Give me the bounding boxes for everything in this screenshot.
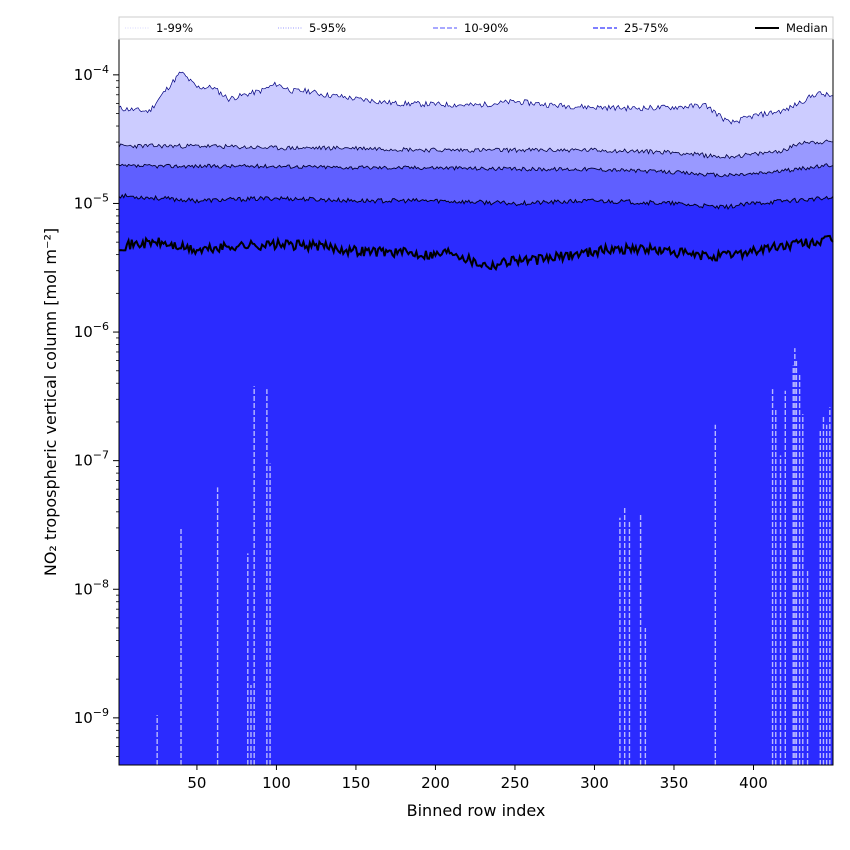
y-tick-label: 10−9 xyxy=(74,706,109,727)
percentile-lines xyxy=(118,71,834,272)
x-tick-label: 200 xyxy=(421,774,450,792)
y-tick-label: 10−5 xyxy=(74,191,109,212)
line-median xyxy=(118,234,834,272)
x-tick-label: 250 xyxy=(501,774,530,792)
line-p95 xyxy=(118,139,834,160)
x-tick-label: 300 xyxy=(580,774,609,792)
y-tick-label: 10−7 xyxy=(74,449,109,470)
x-tick-label: 400 xyxy=(739,774,768,792)
legend: 1-99% 5-95% 10-90% 25-75% Median xyxy=(118,16,834,40)
legend-label: 5-95% xyxy=(309,21,346,35)
low-percentile-dips xyxy=(156,348,831,765)
band-25-75 xyxy=(119,194,833,765)
x-tick-label: 150 xyxy=(342,774,371,792)
x-tick-label: 50 xyxy=(187,774,206,792)
legend-label: Median xyxy=(786,21,828,35)
legend-label: 25-75% xyxy=(624,21,668,35)
x-axis: 50 100 150 200 250 300 350 400 xyxy=(187,765,768,792)
legend-label: 10-90% xyxy=(464,21,508,35)
x-tick-label: 350 xyxy=(660,774,689,792)
x-tick-label: 100 xyxy=(262,774,291,792)
y-tick-label: 10−4 xyxy=(74,63,109,84)
x-axis-label: Binned row index xyxy=(407,801,546,820)
y-axis-label: NO₂ tropospheric vertical column [mol m⁻… xyxy=(41,228,60,576)
legend-box xyxy=(118,16,834,40)
y-tick-label: 10−8 xyxy=(74,577,109,598)
y-tick-label: 10−6 xyxy=(74,320,109,341)
line-p99 xyxy=(118,71,834,125)
line-p90 xyxy=(118,163,834,178)
y-axis: 10−9 10−8 10−7 10−6 10−5 10−4 xyxy=(74,63,119,757)
line-p75 xyxy=(118,192,834,210)
plot-area xyxy=(119,72,833,766)
legend-label: 1-99% xyxy=(156,21,193,35)
